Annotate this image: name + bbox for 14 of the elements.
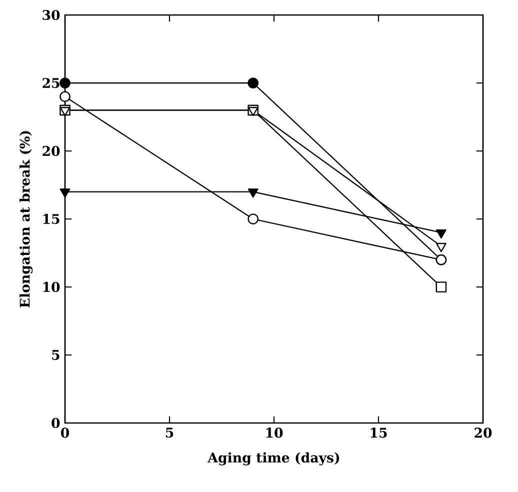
x-tick-label: 10 xyxy=(266,428,283,438)
y-tick-label: 15 xyxy=(43,214,60,224)
y-tick-label: 25 xyxy=(42,78,60,88)
y-tick-label: 30 xyxy=(42,10,60,20)
x-tick-label: 15 xyxy=(370,428,387,438)
y-tick-label: 5 xyxy=(52,350,60,360)
y-axis-title: Elongation at break (%) xyxy=(19,131,33,308)
y-tick-label: 10 xyxy=(43,282,60,292)
y-tick-label: 20 xyxy=(42,146,60,156)
x-tick-label: 5 xyxy=(166,428,174,438)
x-tick-label: 20 xyxy=(474,428,492,438)
y-tick-label: 0 xyxy=(52,418,60,428)
x-axis-title: Aging time (days) xyxy=(208,452,340,466)
x-tick-label: 0 xyxy=(60,428,70,438)
